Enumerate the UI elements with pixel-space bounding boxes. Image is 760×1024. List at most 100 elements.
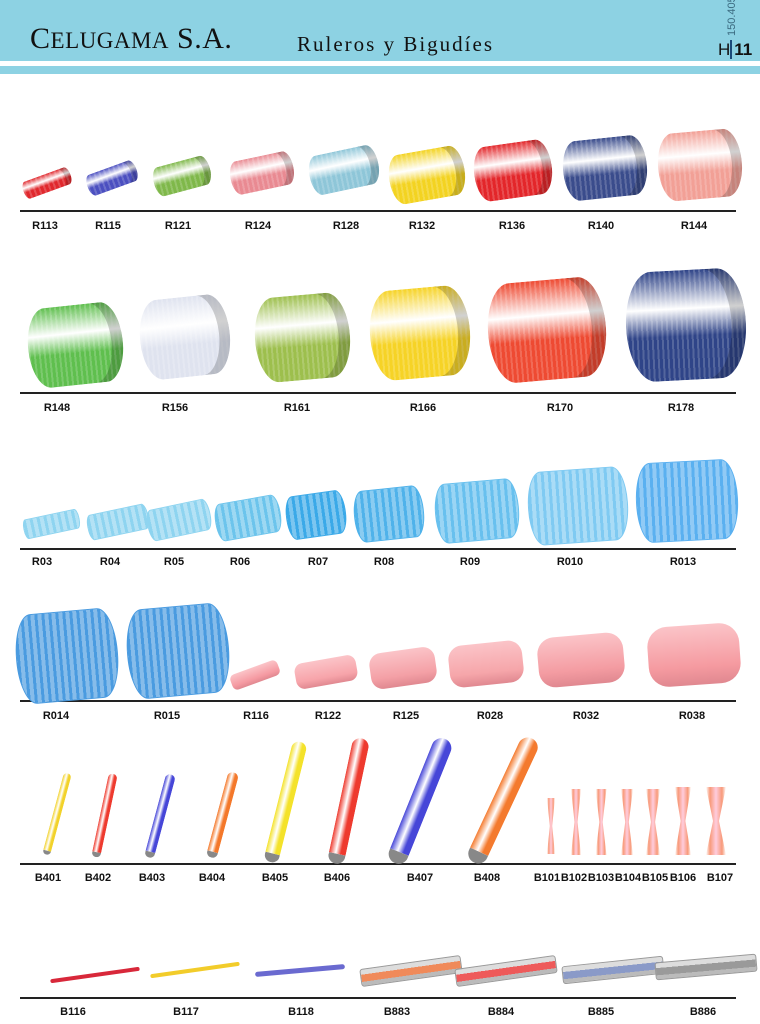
brand-initial: C bbox=[30, 22, 51, 55]
header-band bbox=[0, 0, 760, 61]
product-label: R04 bbox=[99, 556, 121, 568]
product-label: R156 bbox=[161, 402, 189, 414]
product-image-r122 bbox=[293, 653, 359, 691]
product-label: B402 bbox=[84, 872, 112, 884]
product-image-r170 bbox=[483, 275, 611, 385]
product-label: B105 bbox=[641, 872, 669, 884]
product-image-b401 bbox=[42, 772, 72, 856]
product-image-r132 bbox=[385, 143, 469, 207]
product-image-b886 bbox=[654, 953, 758, 981]
product-label: R122 bbox=[314, 710, 342, 722]
product-label: R124 bbox=[244, 220, 272, 232]
product-image-b101 bbox=[547, 798, 555, 854]
row-divider bbox=[20, 700, 736, 702]
product-label: R178 bbox=[667, 402, 695, 414]
product-label: B103 bbox=[587, 872, 615, 884]
product-label: B405 bbox=[261, 872, 289, 884]
product-label: R161 bbox=[283, 402, 311, 414]
product-label: B102 bbox=[560, 872, 588, 884]
product-label: R028 bbox=[476, 710, 504, 722]
row-divider bbox=[20, 548, 736, 550]
product-label: R116 bbox=[243, 710, 269, 722]
product-label: B116 bbox=[60, 1006, 86, 1018]
product-image-b102 bbox=[571, 789, 581, 855]
product-image-r140 bbox=[560, 133, 650, 203]
product-label: R132 bbox=[408, 220, 436, 232]
product-image-b104 bbox=[621, 789, 633, 855]
product-label: R136 bbox=[498, 220, 526, 232]
section-letter: H bbox=[718, 40, 731, 59]
product-label: R010 bbox=[556, 556, 584, 568]
catalog-code: 150.405 bbox=[726, 0, 738, 36]
product-label: B408 bbox=[473, 872, 501, 884]
product-image-r010 bbox=[525, 465, 631, 547]
product-label: R07 bbox=[307, 556, 329, 568]
product-image-r08 bbox=[351, 484, 427, 544]
product-label: B118 bbox=[288, 1006, 314, 1018]
product-image-r166 bbox=[366, 283, 474, 383]
product-image-r014 bbox=[12, 606, 122, 706]
product-label: R170 bbox=[546, 402, 574, 414]
product-label: R09 bbox=[459, 556, 481, 568]
product-image-b406 bbox=[326, 736, 370, 866]
product-label: R05 bbox=[163, 556, 185, 568]
product-label: R06 bbox=[229, 556, 251, 568]
product-label: R03 bbox=[31, 556, 53, 568]
product-label: R144 bbox=[680, 220, 708, 232]
product-label: B407 bbox=[406, 872, 434, 884]
product-image-r178 bbox=[623, 266, 749, 384]
product-label: B883 bbox=[383, 1006, 411, 1018]
product-image-b885 bbox=[561, 955, 665, 985]
product-label: B886 bbox=[689, 1006, 717, 1018]
product-label: R148 bbox=[43, 402, 71, 414]
product-label: R113 bbox=[32, 220, 58, 232]
product-label: B101 bbox=[533, 872, 561, 884]
product-label: R032 bbox=[572, 710, 600, 722]
product-image-b407 bbox=[385, 735, 455, 867]
product-label: B403 bbox=[138, 872, 166, 884]
product-label: B406 bbox=[323, 872, 351, 884]
product-image-r156 bbox=[136, 292, 234, 382]
product-image-b117 bbox=[150, 961, 240, 979]
product-image-r028 bbox=[447, 639, 525, 689]
product-label: B104 bbox=[614, 872, 642, 884]
product-image-b884 bbox=[454, 954, 558, 988]
product-label: R128 bbox=[332, 220, 360, 232]
product-label: R014 bbox=[42, 710, 70, 722]
product-image-r04 bbox=[84, 502, 152, 542]
brand-name: ELUGAMA bbox=[50, 28, 170, 53]
product-label: R015 bbox=[153, 710, 181, 722]
row-divider bbox=[20, 863, 736, 865]
product-image-b106 bbox=[675, 787, 691, 855]
product-label: B884 bbox=[487, 1006, 515, 1018]
product-image-r136 bbox=[470, 137, 556, 203]
product-label: R140 bbox=[587, 220, 615, 232]
brand-logo: CELUGAMA S.A. bbox=[30, 22, 232, 56]
product-image-r09 bbox=[432, 477, 522, 545]
product-image-r113 bbox=[20, 165, 74, 201]
product-image-r015 bbox=[123, 601, 233, 701]
header-stripe bbox=[0, 66, 760, 74]
product-image-r06 bbox=[212, 493, 284, 543]
product-image-r07 bbox=[283, 489, 349, 541]
product-image-r05 bbox=[144, 497, 214, 543]
product-image-r121 bbox=[150, 154, 214, 198]
product-image-r148 bbox=[23, 300, 127, 390]
product-label: B117 bbox=[173, 1006, 199, 1018]
product-label: R115 bbox=[95, 220, 121, 232]
product-label: B106 bbox=[669, 872, 697, 884]
product-label: B404 bbox=[198, 872, 226, 884]
product-image-r032 bbox=[535, 631, 627, 689]
product-image-b408 bbox=[464, 733, 542, 867]
product-image-r144 bbox=[655, 127, 745, 203]
product-image-r128 bbox=[305, 143, 383, 197]
page-number: 11 bbox=[730, 40, 753, 59]
product-image-r115 bbox=[83, 158, 141, 198]
page-indicator: H 11 bbox=[718, 40, 753, 60]
product-image-r03 bbox=[21, 508, 81, 540]
product-image-r013 bbox=[633, 458, 741, 544]
product-label: R166 bbox=[409, 402, 437, 414]
product-label: B401 bbox=[34, 872, 62, 884]
brand-suffix: S.A. bbox=[177, 22, 233, 55]
product-image-b403 bbox=[144, 773, 176, 859]
